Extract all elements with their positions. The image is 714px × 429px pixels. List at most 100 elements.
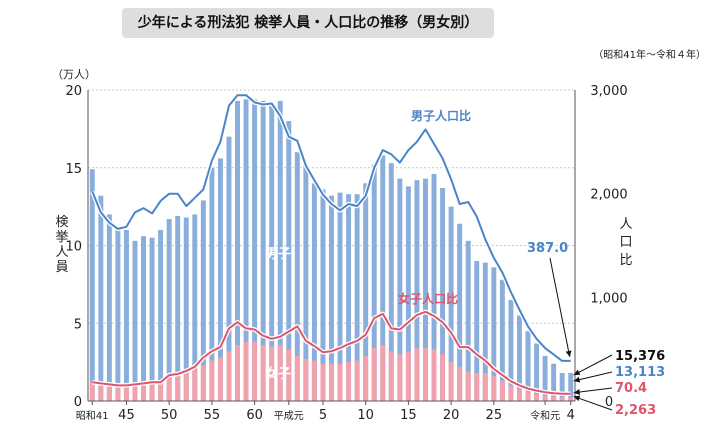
male-bar	[388, 163, 394, 401]
male-bar	[106, 214, 112, 401]
right-tick-label: 1,000	[590, 291, 627, 306]
male-bar	[482, 262, 488, 401]
male-bar	[474, 261, 480, 401]
male-bar	[568, 373, 574, 401]
axis-label-char: 人	[619, 217, 632, 232]
female-bar	[482, 373, 488, 401]
female-bar	[175, 376, 181, 401]
female-bar	[89, 382, 95, 401]
female-bar	[534, 394, 540, 401]
female-bar	[414, 348, 420, 401]
annotation-arrow	[573, 395, 613, 411]
female-bar	[269, 346, 275, 401]
left-axis-unit: （万人）	[52, 68, 96, 81]
x-tick-label: 10	[357, 408, 374, 423]
male-bar	[414, 180, 420, 401]
x-tick-label: 4	[567, 408, 575, 423]
male-bar	[337, 192, 343, 401]
annotation-arrow	[549, 257, 572, 357]
male-bar	[499, 279, 505, 401]
x-tick-label: 45	[118, 408, 135, 423]
x-tick-label: 昭和41	[76, 410, 109, 422]
x-tick-label: 令和元	[530, 409, 560, 422]
male-bar	[243, 99, 249, 401]
female-bar	[277, 345, 283, 401]
male-bar	[534, 343, 540, 401]
axis-label-char: 員	[55, 260, 68, 275]
female-bar	[380, 345, 386, 401]
male-bar	[175, 215, 181, 401]
male-bar	[457, 223, 463, 401]
male-bar	[98, 195, 104, 401]
female-bar	[397, 354, 403, 401]
female-bar	[371, 348, 377, 401]
female-bar	[200, 365, 206, 401]
axis-label-char: 人	[55, 245, 68, 260]
female-bar	[329, 363, 334, 401]
male-ratio-line	[91, 94, 571, 362]
right-tick-label: 2,000	[590, 188, 627, 203]
axes-group: 0 5 10 15 20 0 1,000 2,000 3,000 昭和41 45 50 55 60 平成元 5…	[65, 84, 627, 423]
male-bar	[542, 355, 548, 401]
male-bar	[363, 183, 369, 401]
female-bar	[431, 349, 437, 401]
right-tick-label: 3,000	[590, 84, 627, 99]
annotation-arrow	[573, 354, 613, 376]
male-bar	[303, 164, 309, 401]
male-bar	[132, 240, 138, 401]
title-bar: 少年による刑法犯 検挙人員・人口比の推移（男女別）	[122, 8, 494, 38]
male-bar	[89, 169, 95, 401]
female-bar	[363, 355, 369, 401]
female-bar	[320, 363, 326, 401]
male-bar	[320, 189, 326, 401]
female-bar	[448, 362, 454, 401]
female-bar	[183, 373, 189, 401]
female-bar	[499, 380, 505, 401]
male-bar	[200, 200, 206, 401]
female-bar	[508, 385, 514, 401]
female-bar	[457, 366, 463, 401]
female-bar	[106, 385, 112, 401]
male-bar	[192, 214, 198, 401]
male-bar	[405, 186, 411, 401]
female-bar	[141, 385, 147, 401]
male-bar	[431, 173, 437, 401]
female-bar	[551, 396, 557, 401]
left-tick-label: 15	[65, 162, 82, 177]
male-bar	[269, 105, 275, 402]
female-bar	[346, 362, 352, 401]
female-bar	[252, 341, 258, 401]
male-bar	[354, 194, 360, 401]
right-axis-label: 人口比	[619, 217, 632, 268]
female-bar	[303, 359, 309, 401]
annotation-arrows	[549, 257, 613, 411]
female-ratio-line	[92, 310, 571, 395]
female-bar	[243, 341, 249, 401]
total-count-final-label: 15,376	[615, 349, 665, 364]
female-count-final-label: 2,263	[615, 403, 656, 418]
female-bar	[474, 373, 480, 401]
female-bar	[388, 351, 394, 401]
period-note: （昭和41年～令和４年）	[593, 50, 706, 61]
male-bar	[346, 194, 352, 401]
male-bar	[380, 155, 386, 401]
female-bar	[98, 383, 104, 401]
female-bar	[542, 395, 548, 401]
male-bar	[491, 267, 497, 401]
female-bar	[286, 349, 292, 401]
male-bar	[516, 315, 522, 401]
female-bar	[465, 371, 471, 401]
male-bar	[294, 152, 300, 401]
x-tick-label: 平成元	[274, 410, 304, 422]
female-bar	[158, 382, 164, 401]
male-bar	[286, 121, 292, 401]
x-tick-label: 15	[400, 408, 417, 423]
female-bar	[166, 377, 172, 401]
female-bar	[311, 360, 317, 401]
male-bar	[235, 100, 240, 401]
female-bar	[149, 383, 155, 401]
male-bar	[559, 373, 565, 401]
female-bar	[132, 385, 138, 401]
right-tick-label: 0	[605, 395, 613, 410]
